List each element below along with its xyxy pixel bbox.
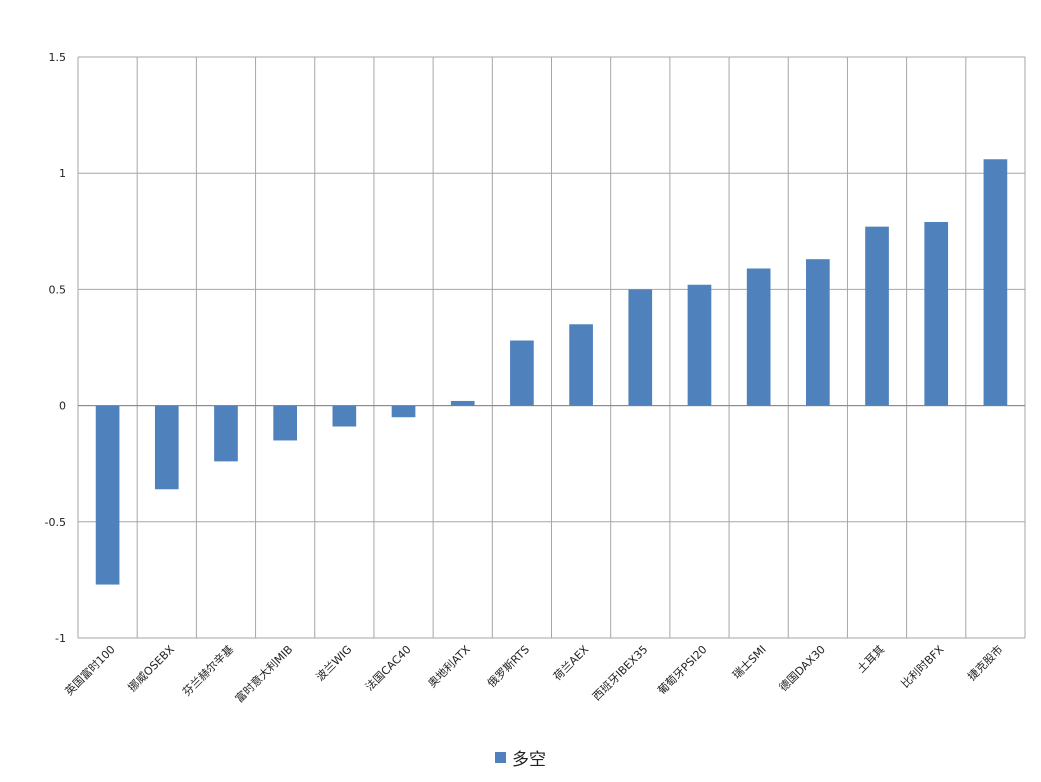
- y-tick-label: 0: [59, 400, 66, 413]
- x-tick-label: 荷兰AEX: [551, 643, 592, 684]
- y-tick-label: 1: [59, 167, 66, 180]
- x-tick-label: 瑞士SMI: [729, 642, 768, 681]
- bars: [95, 159, 1008, 585]
- bar: [924, 222, 949, 406]
- x-tick-label: 西班牙IBEX35: [590, 643, 650, 703]
- y-axis-ticks: 1.5 1 0.5 0 -0.5 -1: [45, 51, 66, 645]
- y-tick-label: -1: [55, 632, 66, 645]
- bar: [95, 405, 120, 585]
- x-tick-label: 法国CAC40: [362, 642, 413, 693]
- x-tick-label: 芬兰赫尔辛基: [180, 642, 237, 699]
- y-tick-label: -0.5: [45, 516, 66, 529]
- bar: [273, 405, 297, 441]
- x-tick-label: 比利时BFX: [899, 643, 947, 691]
- y-tick-label: 1.5: [49, 51, 67, 64]
- x-tick-label: 葡萄牙PSI20: [655, 643, 709, 697]
- bar: [569, 324, 593, 406]
- bar: [865, 226, 889, 406]
- bar: [154, 405, 179, 490]
- bar: [391, 405, 416, 418]
- x-tick-label: 英国富时100: [62, 642, 118, 698]
- bar: [214, 405, 238, 462]
- bar: [450, 400, 475, 406]
- legend-label: 多空: [512, 750, 546, 770]
- x-tick-label: 富时意大利MIB: [232, 642, 295, 705]
- x-tick-label: 挪威OSEBX: [125, 642, 177, 694]
- gridlines: [77, 56, 1026, 639]
- bar: [332, 405, 357, 427]
- y-tick-label: 0.5: [49, 283, 67, 296]
- bar: [806, 259, 830, 406]
- x-tick-label: 奥地利ATX: [425, 642, 473, 690]
- legend-swatch: [495, 752, 506, 763]
- x-tick-label: 捷克股市: [965, 642, 1006, 683]
- x-tick-label: 土耳其: [855, 643, 888, 676]
- bar: [983, 159, 1008, 406]
- legend: 多空: [495, 745, 546, 770]
- bar: [687, 284, 712, 406]
- x-tick-label: 德国DAX30: [776, 642, 828, 694]
- bar: [510, 340, 534, 406]
- bar: [628, 289, 653, 406]
- bar: [746, 268, 771, 406]
- x-tick-label: 俄罗斯RTS: [485, 643, 532, 690]
- x-tick-label: 波兰WIG: [314, 643, 355, 684]
